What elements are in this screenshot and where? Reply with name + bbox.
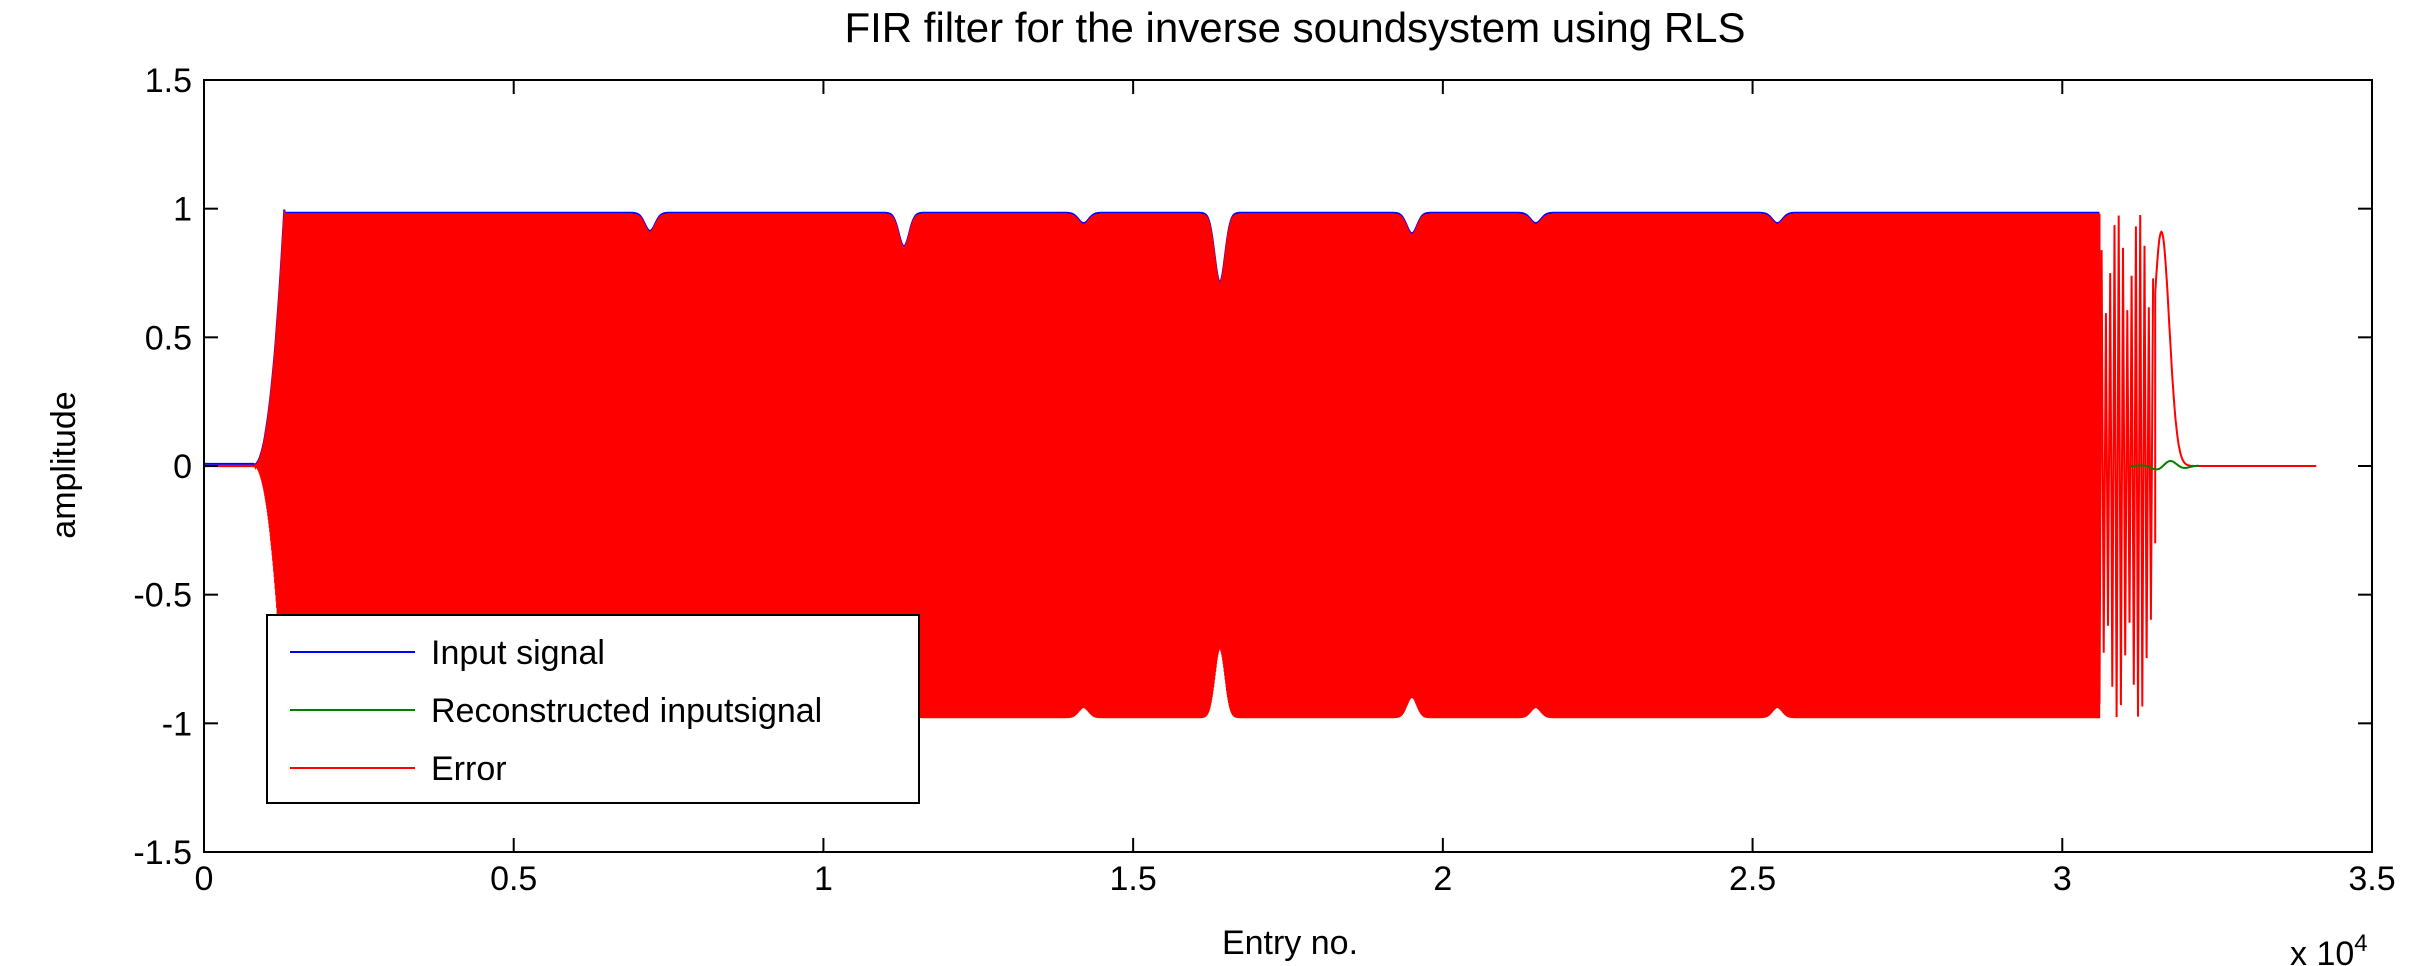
x-axis-label: Entry no.: [1222, 924, 1358, 962]
y-tick-label-1: -1: [162, 705, 192, 743]
series-layer: [203, 209, 2317, 726]
x-tick-label-3: 1.5: [1110, 860, 1157, 898]
x-tick-label-0: 0: [195, 860, 214, 898]
y-tick-label-6: 1.5: [145, 62, 192, 100]
legend-label-error: Error: [431, 750, 507, 788]
x-tick-label-2: 1: [814, 860, 833, 898]
chart-title: FIR filter for the inverse soundsystem u…: [844, 4, 1745, 51]
legend: Input signal Reconstructed inputsignal E…: [266, 614, 920, 804]
x-multiplier-base: x 10: [2290, 935, 2354, 966]
y-tick-label-0: -1.5: [133, 834, 192, 872]
series-line-reconstructed-inputsignal: [2130, 460, 2199, 471]
series-line-input-signal: [204, 209, 2100, 467]
legend-label-input-signal: Input signal: [431, 634, 605, 672]
x-tick-label-6: 3: [2053, 860, 2072, 898]
x-tick-label-1: 0.5: [490, 860, 537, 898]
x-tick-label-5: 2.5: [1729, 860, 1776, 898]
legend-label-reconstructed-inputsignal: Reconstructed inputsignal: [431, 692, 822, 730]
x-tick-label-7: 3.5: [2348, 860, 2395, 898]
y-tick-label-4: 0.5: [145, 319, 192, 357]
series-line-error: [203, 210, 2155, 726]
y-tick-label-3: 0: [173, 448, 192, 486]
y-tick-label-2: -0.5: [133, 577, 192, 615]
plot-area: 0 0.5 1 1.5 2 2.5 3 3.5 -1.5 -1 -0.5 0 0.5 1 1.5: [133, 62, 2395, 898]
x-multiplier-exponent: 4: [2354, 930, 2367, 957]
ticks-layer: 0 0.5 1 1.5 2 2.5 3 3.5 -1.5 -1 -0.5 0 0.5 1 1.5: [133, 62, 2395, 898]
x-tick-label-4: 2: [1433, 860, 1452, 898]
x-multiplier: x 104: [2290, 930, 2368, 966]
y-tick-label-5: 1: [173, 191, 192, 229]
y-axis-label: amplitude: [45, 391, 83, 538]
